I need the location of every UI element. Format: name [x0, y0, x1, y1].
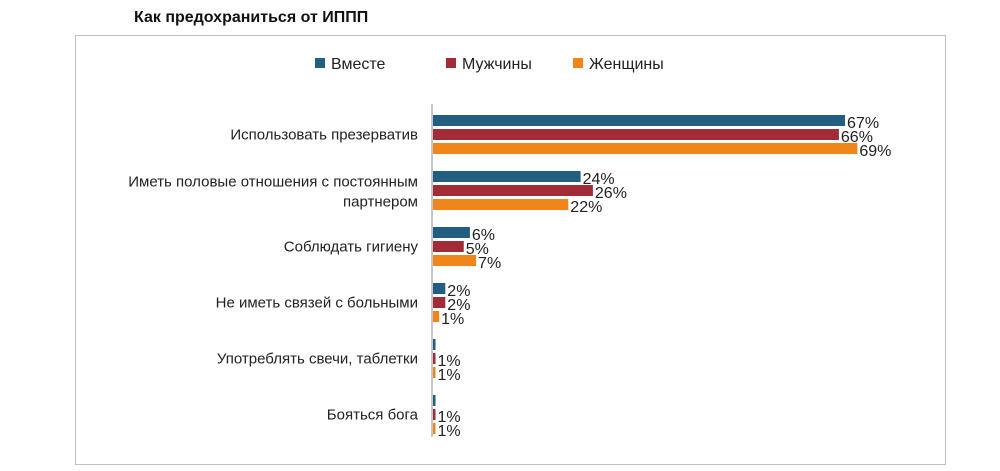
bar-together-5 [433, 395, 436, 406]
category-label: Не иметь связей с больными [216, 295, 418, 312]
category-label: партнером [343, 194, 418, 211]
bar-women-2 [433, 255, 477, 266]
bar-women-3 [433, 311, 440, 322]
bar-men-3 [433, 297, 446, 308]
category-label: Соблюдать гигиену [284, 239, 419, 256]
legend-swatch-1 [446, 58, 456, 68]
bar-women-1 [433, 199, 569, 210]
data-label: 1% [438, 353, 461, 370]
category-label: Бояться бога [327, 407, 419, 424]
legend-label-1: Мужчины [462, 56, 532, 73]
legend-swatch-0 [315, 58, 325, 68]
bar-together-1 [433, 171, 581, 182]
bar-together-3 [433, 283, 446, 294]
data-label: 1% [441, 311, 464, 328]
chart-title: Как предохраниться от ИППП [134, 9, 369, 26]
bar-women-4 [433, 367, 436, 378]
data-label: 66% [841, 129, 873, 146]
data-label: 1% [438, 423, 461, 440]
data-label: 5% [466, 241, 489, 258]
bar-men-0 [433, 129, 839, 140]
chart-frame [75, 35, 946, 465]
data-label: 2% [447, 283, 470, 300]
bar-men-1 [433, 185, 593, 196]
bar-men-4 [433, 353, 436, 364]
bar-men-5 [433, 409, 436, 420]
data-label: 1% [438, 367, 461, 384]
data-label: 69% [859, 143, 891, 160]
bar-together-0 [433, 115, 846, 126]
data-label: 1% [438, 409, 461, 426]
category-label: Иметь половые отношения с постоянным [128, 174, 418, 191]
data-label: 24% [583, 171, 615, 188]
category-label: Употреблять свечи, таблетки [217, 351, 418, 368]
bar-women-0 [433, 143, 858, 154]
data-label: 26% [595, 185, 627, 202]
bar-women-5 [433, 423, 436, 434]
bar-men-2 [433, 241, 464, 252]
data-label: 6% [472, 227, 495, 244]
legend-swatch-2 [573, 58, 583, 68]
legend-label-0: Вместе [331, 56, 386, 73]
data-label: 67% [847, 115, 879, 132]
data-label: 2% [447, 297, 470, 314]
legend-label-2: Женщины [589, 56, 664, 73]
category-label: Использовать презерватив [230, 127, 418, 144]
data-label: 7% [478, 255, 501, 272]
bar-together-2 [433, 227, 470, 238]
bar-together-4 [433, 339, 436, 350]
data-label: 22% [570, 199, 602, 216]
